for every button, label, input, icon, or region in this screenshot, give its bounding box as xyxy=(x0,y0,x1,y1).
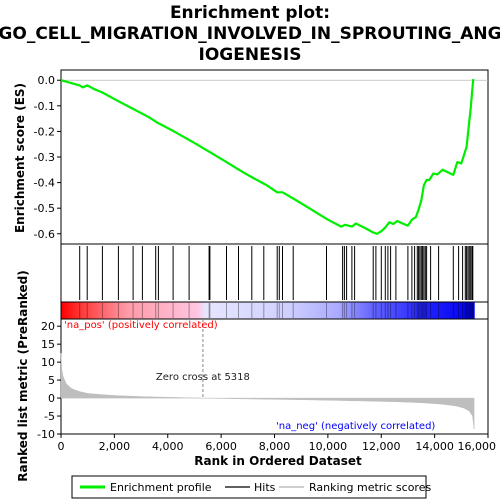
es-y-tick-label: -0.4 xyxy=(34,177,55,190)
es-y-tick-label: -0.2 xyxy=(34,125,55,138)
chart-title-line-3: IOGENESIS xyxy=(199,45,302,65)
zero-cross-label: Zero cross at 5318 xyxy=(156,372,250,383)
rank-x-axis-label: Rank in Ordered Dataset xyxy=(194,454,362,468)
rank-x-tick-label: 10,000 xyxy=(309,440,348,453)
rank-y-tick-label: -10 xyxy=(37,428,55,441)
rank-y-tick-label: -5 xyxy=(44,410,55,423)
legend-enrichment-label: Enrichment profile xyxy=(110,481,212,494)
es-y-axis-ticks: 0.0 -0.1 -0.2 -0.3 -0.4 -0.5 -0.6 xyxy=(34,74,61,241)
ranking-metric-area xyxy=(60,353,475,430)
rank-x-tick-label: 4,000 xyxy=(152,440,184,453)
legend-metric-label: Ranking metric scores xyxy=(309,481,431,494)
negative-correlation-label: 'na_neg' (negatively correlated) xyxy=(276,421,435,432)
rank-panel-frame xyxy=(60,318,489,435)
chart-title-line-2: GO_CELL_MIGRATION_INVOLVED_IN_SPROUTING_… xyxy=(0,24,500,44)
rank-y-tick-label: 20 xyxy=(41,320,55,333)
rank-x-tick-label: 8,000 xyxy=(259,440,291,453)
hit-marks xyxy=(79,246,474,300)
rank-x-tick-label: 16,000 xyxy=(458,440,497,453)
rank-x-tick-label: 2,000 xyxy=(99,440,131,453)
rank-x-tick-label: 14,000 xyxy=(415,440,454,453)
rank-y-tick-label: 15 xyxy=(41,338,55,351)
rank-x-axis-ticks: 0 2,000 4,000 6,000 8,000 10,000 12,000 14,000 1… xyxy=(58,434,497,453)
es-y-tick-label: -0.5 xyxy=(34,202,55,215)
es-y-axis-label: Enrichment score (ES) xyxy=(13,83,27,233)
es-y-tick-label: 0.0 xyxy=(38,74,56,87)
ranked-list-color-bar-hit-lines xyxy=(79,303,474,318)
es-y-tick-label: -0.6 xyxy=(34,228,55,241)
positive-correlation-label: 'na_pos' (positively correlated) xyxy=(64,320,218,331)
rank-y-tick-label: 5 xyxy=(48,374,55,387)
rank-y-tick-label: 0 xyxy=(48,392,55,405)
chart-title-line-1: Enrichment plot: xyxy=(170,3,330,23)
rank-y-tick-label: 10 xyxy=(41,356,55,369)
rank-y-axis-ticks: 20 15 10 5 0 -5 -10 xyxy=(37,320,61,441)
rank-x-tick-label: 12,000 xyxy=(362,440,401,453)
rank-x-tick-label: 0 xyxy=(58,440,65,453)
ranked-list-color-bar xyxy=(61,302,475,319)
rank-x-tick-label: 6,000 xyxy=(205,440,237,453)
es-y-tick-label: -0.3 xyxy=(34,151,55,164)
es-y-tick-label: -0.1 xyxy=(34,100,55,113)
enrichment-profile-line xyxy=(60,78,475,235)
rank-y-axis-label: Ranked list metric (PreRanked) xyxy=(16,270,30,482)
es-panel-frame xyxy=(60,69,489,245)
legend-hits-label: Hits xyxy=(254,481,276,494)
